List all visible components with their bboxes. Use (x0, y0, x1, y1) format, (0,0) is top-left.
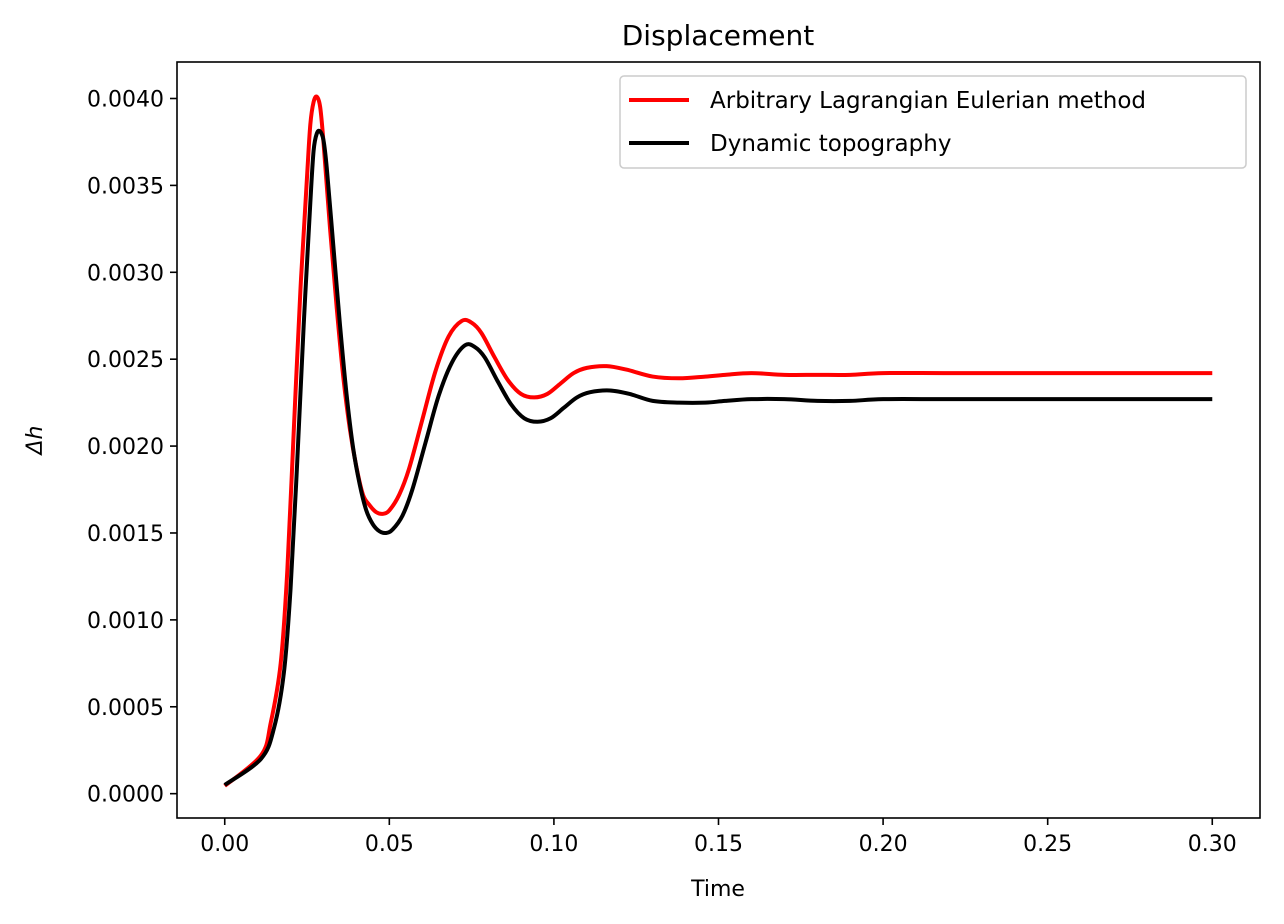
x-tick-label: 0.30 (1188, 832, 1237, 857)
legend-label-1: Arbitrary Lagrangian Eulerian method (710, 88, 1146, 114)
series-line-1 (223, 94, 1213, 788)
legend-label-2: Dynamic topography (710, 131, 951, 157)
legend: Arbitrary Lagrangian Eulerian method Dyna… (619, 75, 1247, 169)
x-tick-label: 0.10 (529, 832, 578, 857)
series-layer (223, 94, 1213, 788)
y-tick-label: 0.0035 (87, 174, 164, 199)
x-tick-label: 0.05 (365, 832, 414, 857)
x-axis-label: Time (690, 877, 745, 902)
x-tick-label: 0.15 (694, 832, 743, 857)
series-line-2 (223, 128, 1213, 787)
y-tick-label: 0.0005 (87, 696, 164, 721)
y-tick-label: 0.0010 (87, 609, 164, 634)
y-tick-label: 0.0030 (87, 261, 164, 286)
y-tick-label: 0.0025 (87, 348, 164, 373)
y-tick-label: 0.0040 (87, 87, 164, 112)
legend-box (619, 75, 1247, 169)
x-tick-label: 0.20 (859, 832, 908, 857)
y-tick-label: 0.0000 (87, 783, 164, 808)
y-axis-label: Δh (23, 426, 48, 457)
chart-title: Displacement (622, 19, 815, 52)
x-axis-ticks: 0.00 0.05 0.10 0.15 0.20 0.25 0.30 (200, 818, 1237, 857)
y-tick-label: 0.0020 (87, 435, 164, 460)
y-axis-ticks: 0.0000 0.0005 0.0010 0.0015 0.0020 0.0025 0.00… (87, 87, 177, 808)
x-tick-label: 0.00 (200, 832, 249, 857)
x-tick-label: 0.25 (1023, 832, 1072, 857)
y-tick-label: 0.0015 (87, 522, 164, 547)
